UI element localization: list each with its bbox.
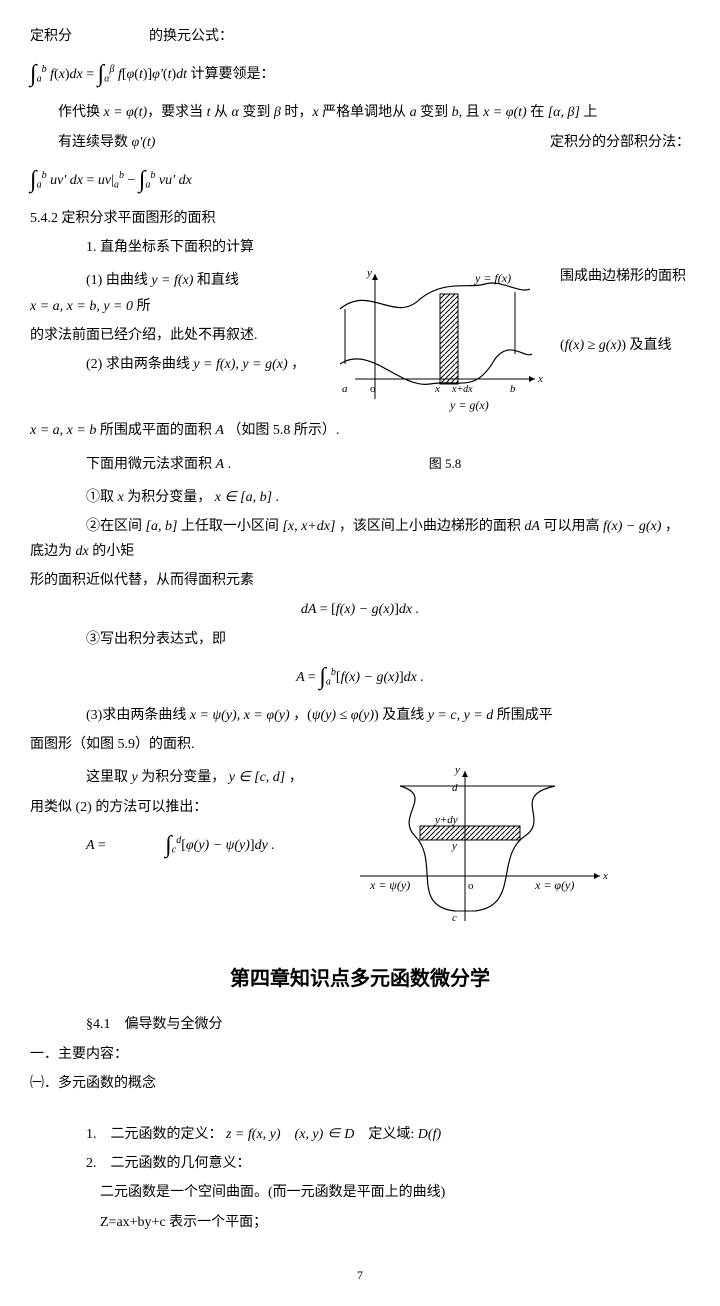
formula-parts: ∫ab uv' dx = uv|ab − ∫ab vu' dx (30, 159, 690, 202)
top-line2: 作代换 x = φ(t)，要求当 t 从 α 变到 β 时，x 严格单调地从 a… (30, 100, 690, 125)
step3: ③写出积分表达式，即 (30, 627, 690, 652)
fig59-row: 这里取 y 为积分变量， y ∈ [c, d] ， 用类似 (2) 的方法可以推… (30, 761, 690, 931)
fig59-xpsi: x = ψ(y) (369, 878, 410, 892)
item1-1-right: 围成曲边梯形的面积 (560, 264, 690, 289)
item1-2: (2) 求由两条曲线 y = f(x), y = g(x) ， (30, 352, 310, 377)
fig58-a: a (342, 383, 348, 395)
step2: ②在区间 [a, b] 上任取一小区间 [x, x+dx] ，该区间上小曲边梯形… (30, 514, 690, 564)
figure-5-8: a o x x+dx b x y y = f(x) y = g(x) (320, 264, 550, 414)
item3-text2: 用类似 (2) 的方法可以推出： (30, 795, 330, 820)
fig58-yfx: y = f(x) (474, 271, 511, 285)
item1-1-cont: 的求法前面已经介绍，此处不再叙述. (30, 323, 310, 348)
s41: §4.1 偏导数与全微分 (30, 1012, 690, 1037)
step1: ①取 x 为积分变量， x ∈ [a, b] . (30, 485, 690, 510)
ch4-one1: ㈠．多元函数的概念 (30, 1071, 690, 1096)
top-line1-right: 的换元公式： (149, 29, 233, 44)
ch4-d1-label: 1. 二元函数的定义： (86, 1127, 223, 1142)
ch4-d2-line1: 二元函数是一个空间曲面。(而一元函数是平面上的曲线) (30, 1180, 690, 1205)
fig58-x: x (434, 383, 440, 395)
item1-1: (1) 由曲线 y = f(x) 和直线 x = a, x = b, y = 0… (30, 268, 310, 318)
fig58-o: o (370, 383, 376, 395)
step2-cont: 形的面积近似代替，从而得面积元素 (30, 568, 690, 593)
fig59-xaxis: x (602, 870, 608, 882)
item1-2-cont: x = a, x = b 所围成平面的面积 A （如图 5.8 所示）. (30, 418, 690, 443)
ch4-d2: 2. 二元函数的几何意义： (30, 1151, 690, 1176)
formula-sub: ∫ab f(x)dx = ∫αβ f[φ(t)]φ'(t)dt 计算要领是： (30, 53, 690, 96)
figure-5-9: y d y+dy y o c x x = ψ(y) x = φ(y) (340, 761, 620, 931)
page-number: 7 (30, 1265, 690, 1287)
formula-A2: A = ∫cd[φ(y) − ψ(y)]dy . (30, 824, 330, 867)
top-line3: 有连续导数 φ'(t) 定积分的分部积分法： (30, 130, 690, 155)
fig59-yaxis: y (454, 764, 460, 776)
formula-A: A = ∫ab[f(x) − g(x)]dx . (30, 656, 690, 699)
fig58-row: (1) 由曲线 y = f(x) 和直线 x = a, x = b, y = 0… (30, 264, 690, 414)
chapter4-title: 第四章知识点多元函数微分学 (30, 961, 690, 997)
fig58-xaxis: x (537, 373, 543, 385)
sec542-item1: 1. 直角坐标系下面积的计算 (30, 235, 690, 260)
item3-text1: 这里取 y 为积分变量， y ∈ [c, d] ， (30, 765, 330, 790)
formula-dA: dA = [f(x) − g(x)]dx . (30, 597, 690, 622)
below1: 下面用微元法求面积 A . (30, 452, 330, 477)
top-line1: 定积分 的换元公式： (30, 24, 690, 49)
ch4-one: 一．主要内容： (30, 1042, 690, 1067)
fig59-o: o (468, 880, 474, 892)
fig59-xphi: x = φ(y) (534, 878, 574, 892)
fig59-c: c (452, 912, 457, 924)
ch4-d2-line2: Z=ax+by+c 表示一个平面； (30, 1210, 690, 1235)
fig59-ydy: y+dy (434, 814, 458, 826)
fig58-caption: 图 5.8 (330, 452, 560, 481)
fig58-b: b (510, 383, 516, 395)
formula1-tail: 计算要领是： (191, 67, 275, 82)
item3-cont: 面图形（如图 5.9）的面积. (30, 732, 690, 757)
fig58-ygx: y = g(x) (449, 398, 489, 412)
fig58-xdx: x+dx (451, 384, 473, 395)
item3: (3)求由两条曲线 x = ψ(y), x = φ(y) ，(ψ(y) ≤ φ(… (30, 703, 690, 728)
top-line1-left: 定积分 (30, 29, 72, 44)
ch4-d1: 1. 二元函数的定义： z = f(x, y) (x, y) ∈ D 定义域: … (30, 1122, 690, 1147)
fig59-y: y (451, 840, 457, 852)
item1-2-right: (f(x) ≥ g(x)) 及直线 (560, 333, 690, 358)
sec542-title: 5.4.2 定积分求平面图形的面积 (30, 206, 690, 231)
fig58-yaxis: y (366, 267, 372, 279)
fig59-d: d (452, 782, 458, 794)
top-line3-right: 定积分的分部积分法： (550, 130, 690, 155)
